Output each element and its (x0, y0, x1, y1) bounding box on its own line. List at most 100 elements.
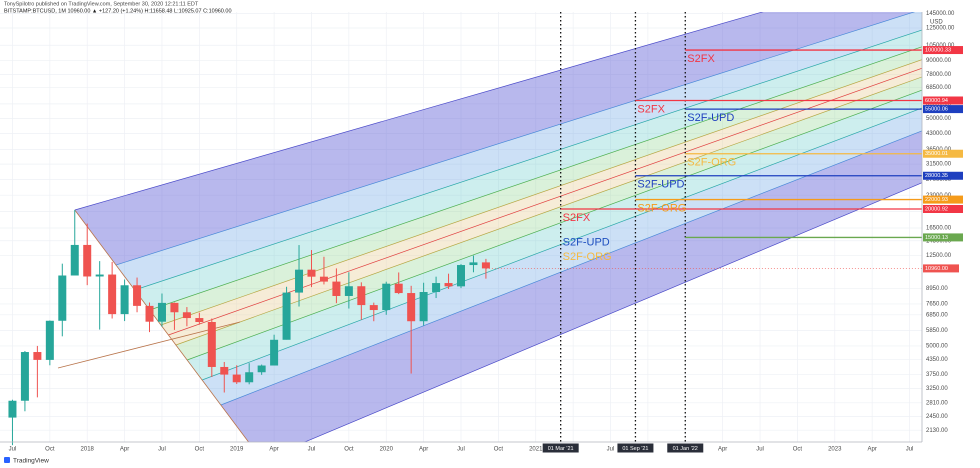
x-tick-label: 2019 (230, 447, 244, 453)
candle-body (469, 262, 478, 266)
y-tick-label: 68500.00 (926, 85, 952, 91)
currency: USD (930, 20, 943, 26)
level-tag-label: 60000.94 (925, 98, 948, 104)
y-tick-label: 2130.00 (926, 428, 948, 434)
level-tag-label: 55000.06 (925, 107, 948, 113)
level-tag-label: 100000.33 (925, 48, 951, 54)
candle-body (33, 352, 42, 360)
candle-body (270, 339, 279, 366)
y-tick-label: 125000.00 (926, 26, 955, 32)
date-tag-label: 01 Jan '22 (673, 446, 698, 452)
pitchfork-line (134, 29, 922, 291)
candle-body (207, 322, 216, 367)
y-tick-label: 27000.00 (926, 177, 952, 183)
pitchfork-line (115, 12, 916, 266)
candle-body (319, 276, 328, 282)
date-tag (542, 443, 579, 453)
last-price-tag (923, 264, 959, 273)
candle-body (394, 283, 403, 294)
pitchfork-line (186, 89, 922, 361)
pitchfork-band (160, 59, 922, 335)
candle-body (145, 305, 154, 322)
candle-body (133, 285, 142, 306)
level-tag (923, 105, 963, 114)
level-tag-label: 22000.93 (925, 197, 948, 203)
candle-body (108, 274, 117, 315)
level-text: S2F-ORG (687, 157, 736, 169)
candle-body (307, 269, 316, 277)
candle-body (457, 265, 465, 287)
y-tick-label: 2450.00 (926, 414, 948, 420)
pitchfork-band (115, 12, 922, 290)
y-tick-label: 8950.00 (926, 286, 948, 292)
y-tick-label: 50000.00 (926, 116, 952, 122)
candle-body (357, 286, 366, 306)
y-tick-label: 43000.00 (926, 131, 952, 137)
publisher: TonySpilotro published on TradingView.co… (4, 1, 199, 7)
level-tag (923, 96, 963, 105)
pitchfork-band (168, 68, 922, 345)
pitchfork (57, 12, 922, 442)
brand-logo (4, 457, 10, 463)
date-tag-label: 01 Sep '21 (622, 446, 648, 452)
y-tick-label: 3250.00 (926, 386, 948, 392)
level-tag-label: 15000.13 (925, 235, 948, 241)
pitchfork-line (201, 107, 922, 381)
candle-body (58, 275, 67, 321)
annotation: S2F-UPD (563, 237, 610, 249)
candle-body (182, 312, 191, 319)
level-tag (923, 195, 963, 204)
y-tick-label: 5000.00 (926, 343, 948, 349)
y-tick-label: 31500.00 (926, 162, 952, 168)
candle-body (170, 302, 179, 313)
candle-body (120, 285, 129, 315)
y-tick-label: 78000.00 (926, 72, 952, 78)
x-tick-label: Apr (269, 447, 278, 453)
level-tag-label: 35000.01 (925, 151, 948, 157)
y-tick-label: 4350.00 (926, 357, 948, 363)
pitchfork-handle (74, 209, 250, 442)
y-tick-label: 6850.00 (926, 312, 948, 318)
candle-body (257, 365, 266, 373)
level-text: S2FX (687, 53, 715, 65)
candle-body (382, 283, 391, 311)
candle-body (8, 400, 17, 418)
y-tick-label: 105000.00 (926, 43, 955, 49)
x-tick-label: Apr (419, 447, 428, 453)
candle-body (295, 269, 304, 293)
candle-body (70, 244, 79, 276)
level-tag-label: 20000.92 (925, 206, 948, 212)
level-tag (923, 204, 963, 213)
x-tick-label: Jul (607, 447, 615, 453)
candle-body (220, 366, 229, 375)
level-tag (923, 46, 963, 55)
y-tick-label: 5850.00 (926, 328, 948, 334)
pitchfork-band (202, 108, 922, 405)
y-tick-label: 7650.00 (926, 301, 948, 307)
level-text: S2F-UPD (687, 112, 734, 124)
x-tick-label: Jul (158, 447, 166, 453)
pitchfork-line (160, 59, 922, 326)
pitchfork-line (175, 76, 922, 346)
x-tick-label: Apr (867, 447, 876, 453)
symbol-info: BITSTAMP:BTCUSD, 1M 10960.00 ▲ +127.20 (… (4, 8, 232, 14)
y-tick-label: 12500.00 (926, 253, 952, 259)
candle-body (432, 283, 441, 293)
candle-body (344, 286, 353, 296)
date-tag (667, 443, 704, 453)
marks (8, 12, 922, 446)
candle-body (95, 274, 104, 277)
candle-body (332, 281, 341, 296)
candle-body (232, 374, 241, 383)
level-tag (923, 233, 963, 242)
candle-body (45, 320, 54, 360)
x-tick-label: 2020 (380, 447, 394, 453)
date-tag-label: 01 Mar '21 (548, 446, 574, 452)
pitchfork-line (149, 46, 922, 311)
x-tick-label: Jul (906, 447, 914, 453)
level-text: S2FX (637, 103, 665, 115)
brand: TradingView (13, 458, 49, 465)
x-tick-label: 2018 (81, 447, 95, 453)
candle-body (282, 292, 291, 340)
